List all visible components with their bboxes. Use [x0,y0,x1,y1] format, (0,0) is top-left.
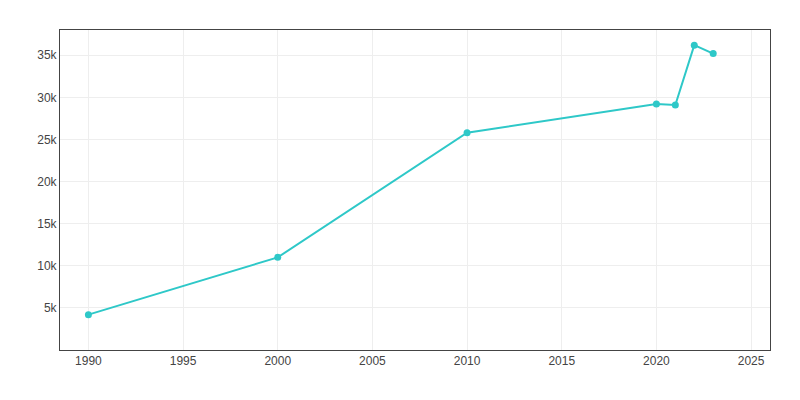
svg-text:1990: 1990 [75,354,102,368]
svg-text:10k: 10k [37,259,57,273]
svg-text:2025: 2025 [738,354,765,368]
svg-text:25k: 25k [37,133,57,147]
svg-text:15k: 15k [37,217,57,231]
svg-text:2000: 2000 [264,354,291,368]
svg-text:20k: 20k [37,175,57,189]
svg-text:2020: 2020 [643,354,670,368]
svg-text:2010: 2010 [454,354,481,368]
svg-text:2005: 2005 [359,354,386,368]
svg-text:5k: 5k [44,301,58,315]
svg-text:30k: 30k [37,91,57,105]
svg-text:2015: 2015 [548,354,575,368]
svg-text:35k: 35k [37,48,57,62]
svg-text:1995: 1995 [170,354,197,368]
